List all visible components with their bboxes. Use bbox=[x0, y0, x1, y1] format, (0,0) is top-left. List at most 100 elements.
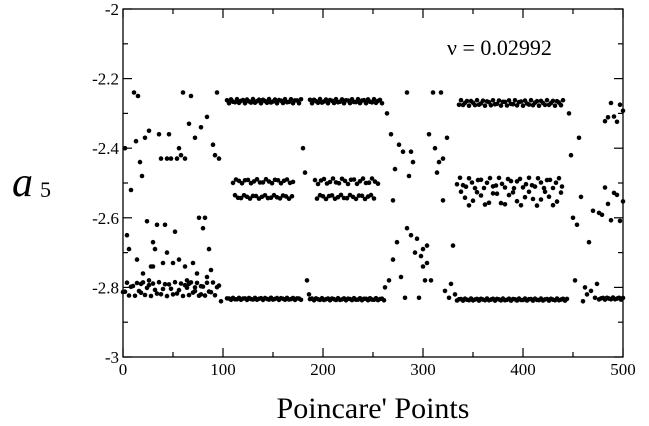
data-point bbox=[124, 232, 130, 238]
data-point bbox=[260, 180, 266, 185]
data-point bbox=[617, 102, 623, 107]
data-point bbox=[302, 170, 308, 175]
data-point bbox=[498, 200, 504, 206]
data-point bbox=[404, 90, 410, 95]
data-point bbox=[315, 181, 321, 187]
data-point bbox=[212, 293, 218, 298]
data-point bbox=[518, 203, 524, 208]
data-point bbox=[484, 180, 490, 186]
data-point bbox=[174, 291, 180, 296]
y-tick-label: -2.6 bbox=[92, 209, 119, 228]
data-point bbox=[354, 181, 360, 187]
data-point bbox=[510, 190, 516, 195]
data-point bbox=[450, 243, 456, 248]
data-point bbox=[602, 185, 608, 190]
data-point bbox=[410, 159, 416, 165]
data-point bbox=[204, 114, 210, 120]
data-point bbox=[448, 281, 454, 287]
data-point bbox=[472, 185, 478, 191]
data-point bbox=[277, 196, 283, 201]
data-point bbox=[284, 177, 290, 182]
data-point bbox=[164, 293, 170, 299]
data-point bbox=[608, 218, 614, 223]
axis-ticks bbox=[122, 8, 624, 358]
data-point bbox=[605, 201, 611, 207]
data-point bbox=[122, 289, 128, 295]
data-point bbox=[434, 170, 440, 175]
data-point bbox=[172, 229, 178, 234]
data-point bbox=[560, 97, 566, 103]
data-point bbox=[538, 180, 544, 185]
data-point bbox=[406, 173, 412, 179]
data-point bbox=[499, 181, 505, 187]
data-point bbox=[428, 278, 434, 283]
data-point bbox=[258, 101, 264, 106]
data-point bbox=[323, 196, 329, 202]
data-point bbox=[345, 181, 351, 187]
data-point bbox=[502, 185, 508, 190]
data-point bbox=[568, 152, 574, 158]
data-point bbox=[594, 281, 600, 287]
data-point bbox=[202, 293, 208, 298]
data-point bbox=[289, 194, 295, 199]
data-point bbox=[272, 97, 278, 102]
data-point bbox=[134, 257, 140, 262]
data-point bbox=[162, 222, 168, 228]
data-point bbox=[363, 100, 369, 106]
data-point bbox=[200, 225, 206, 231]
data-point bbox=[424, 243, 430, 248]
data-point bbox=[309, 101, 315, 106]
data-point bbox=[154, 291, 160, 296]
data-point bbox=[250, 96, 256, 102]
data-point bbox=[192, 288, 198, 294]
data-point bbox=[168, 156, 174, 161]
data-point bbox=[375, 181, 381, 186]
data-point bbox=[474, 189, 480, 195]
data-point bbox=[388, 132, 394, 137]
data-point bbox=[617, 218, 623, 224]
data-point bbox=[446, 295, 452, 301]
data-point bbox=[400, 149, 406, 154]
data-point bbox=[440, 198, 446, 203]
data-point bbox=[559, 184, 565, 189]
data-point bbox=[186, 121, 192, 127]
data-point bbox=[232, 192, 238, 198]
data-point bbox=[248, 100, 254, 105]
data-point bbox=[396, 142, 402, 147]
x-tick-label: 200 bbox=[310, 360, 336, 379]
data-point bbox=[158, 292, 164, 297]
data-point bbox=[202, 215, 208, 221]
data-point bbox=[166, 132, 172, 137]
data-point bbox=[321, 176, 327, 182]
data-point bbox=[558, 190, 564, 195]
data-point bbox=[338, 192, 344, 198]
data-point bbox=[180, 293, 186, 299]
data-point bbox=[466, 103, 472, 108]
data-point bbox=[296, 100, 302, 106]
data-point bbox=[550, 202, 556, 208]
data-point bbox=[323, 97, 329, 102]
data-point bbox=[366, 180, 372, 185]
data-point bbox=[126, 246, 132, 252]
data-point bbox=[256, 97, 262, 102]
data-point bbox=[614, 119, 620, 125]
data-point bbox=[186, 281, 192, 287]
data-point bbox=[254, 177, 260, 182]
data-point bbox=[547, 177, 553, 183]
data-point bbox=[186, 292, 192, 298]
data-point bbox=[122, 145, 128, 151]
data-point bbox=[216, 283, 222, 288]
data-point bbox=[588, 288, 594, 294]
data-point bbox=[298, 97, 304, 102]
data-point bbox=[329, 193, 335, 198]
data-point bbox=[142, 135, 148, 141]
data-point bbox=[200, 284, 206, 289]
data-point bbox=[154, 222, 160, 228]
data-point bbox=[126, 293, 132, 298]
data-point bbox=[230, 180, 236, 186]
data-point bbox=[146, 278, 152, 283]
data-point bbox=[234, 96, 240, 102]
data-point bbox=[517, 176, 523, 182]
data-point bbox=[532, 184, 538, 189]
